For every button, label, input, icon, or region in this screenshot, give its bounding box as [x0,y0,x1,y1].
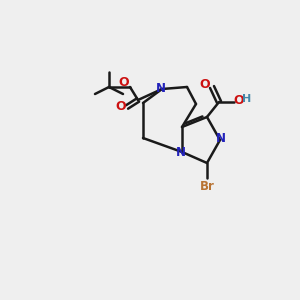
Text: O: O [200,79,210,92]
Text: O: O [116,100,126,112]
Text: O: O [234,94,244,106]
Text: Br: Br [200,179,214,193]
Text: N: N [156,82,166,94]
Text: O: O [119,76,129,89]
Text: H: H [242,94,252,104]
Text: N: N [176,146,186,160]
Text: N: N [216,133,226,146]
